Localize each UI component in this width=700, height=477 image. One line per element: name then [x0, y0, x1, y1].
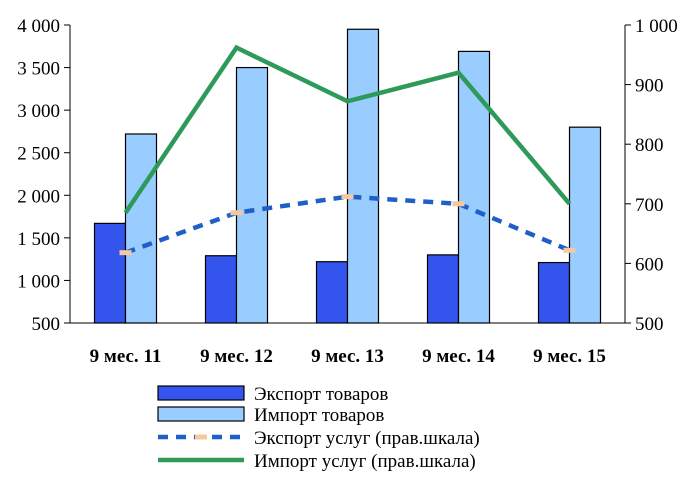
point-export-services-2 — [341, 194, 354, 200]
bar-import-goods-0 — [124, 133, 158, 324]
legend-marker-export-services — [195, 434, 207, 440]
point-export-services-1 — [230, 210, 243, 216]
y-left-tick-label: 3 500 — [17, 59, 60, 80]
line-import-services — [123, 44, 572, 214]
x-category-label: 9 мес. 12 — [200, 346, 273, 367]
y-right-tick-label: 500 — [635, 314, 664, 335]
point-export-services-3 — [452, 201, 465, 207]
y-left-tick-label: 500 — [32, 314, 61, 335]
axes-layer: 500 1 000 1 500 2 000 2 500 3 000 3 500 4 000 50… — [17, 16, 678, 367]
bar-import-goods-3 — [457, 50, 491, 324]
point-export-services-0 — [119, 250, 132, 256]
y-right-tick-label: 700 — [635, 195, 664, 216]
y-left-tick-label: 3 000 — [17, 101, 60, 122]
legend-label: Экспорт товаров — [254, 384, 388, 405]
legend-label: Экспорт услуг (прав.шкала) — [254, 428, 480, 449]
lines-layer — [119, 44, 576, 256]
bar-export-goods-2 — [315, 261, 349, 324]
y-left-tick-label: 1 500 — [17, 229, 60, 250]
bar-export-goods-3 — [426, 254, 460, 324]
bar-import-goods-2 — [346, 28, 380, 324]
bar-export-goods-4 — [537, 261, 571, 324]
point-export-services-4 — [563, 247, 576, 253]
legend-swatch-export-goods — [157, 385, 245, 401]
y-right-tick-label: 800 — [635, 135, 664, 156]
y-left-tick-label: 2 000 — [17, 186, 60, 207]
line-export-services — [124, 194, 571, 255]
legend-label: Импорт услуг (прав.шкала) — [254, 451, 476, 472]
legend-label: Импорт товаров — [254, 405, 384, 426]
bars-layer — [93, 28, 602, 324]
y-right-tick-label: 900 — [635, 76, 664, 97]
x-category-label: 9 мес. 15 — [533, 346, 606, 367]
x-category-label: 9 мес. 11 — [90, 346, 162, 367]
x-category-label: 9 мес. 14 — [422, 346, 495, 367]
bar-import-goods-4 — [568, 126, 602, 324]
x-category-label: 9 мес. 13 — [311, 346, 384, 367]
bar-export-goods-1 — [204, 255, 238, 324]
bar-import-goods-1 — [235, 66, 269, 324]
y-right-tick-label: 600 — [635, 254, 664, 275]
legend-swatch-import-goods — [157, 406, 245, 422]
bar-export-goods-0 — [93, 222, 127, 324]
y-left-tick-label: 1 000 — [17, 271, 60, 292]
y-left-tick-label: 4 000 — [17, 16, 60, 37]
y-right-tick-label: 1 000 — [635, 16, 678, 37]
y-left-tick-label: 2 500 — [17, 144, 60, 165]
